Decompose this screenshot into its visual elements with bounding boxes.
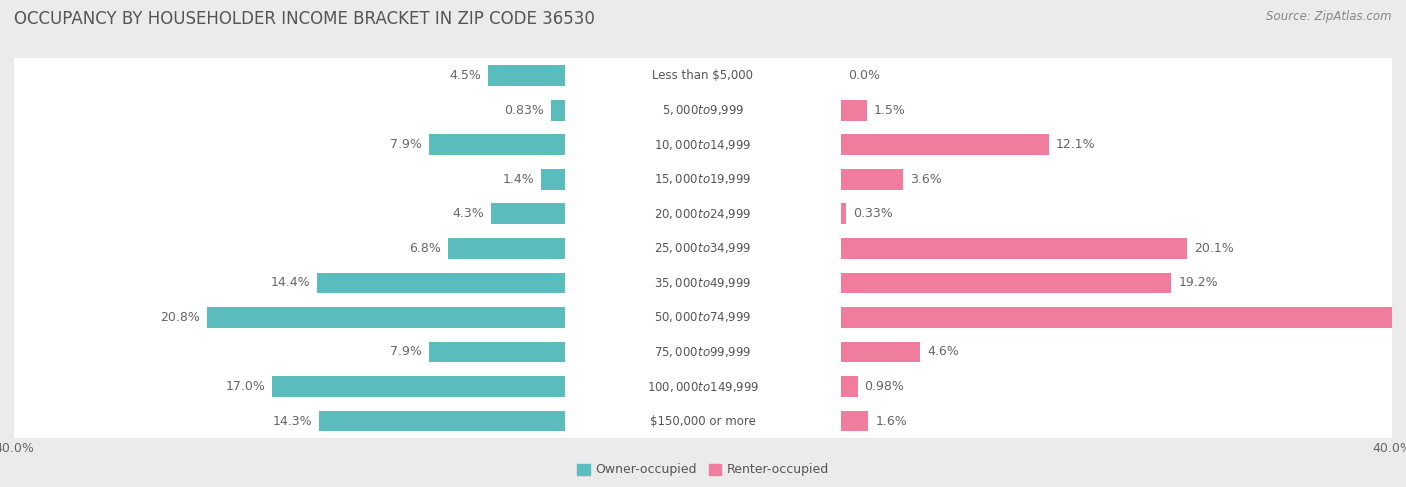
Text: 7.9%: 7.9%: [391, 138, 422, 151]
Bar: [841, 134, 1049, 155]
Bar: [841, 204, 846, 224]
Bar: [319, 411, 565, 431]
Text: 6.8%: 6.8%: [409, 242, 441, 255]
Text: $5,000 to $9,999: $5,000 to $9,999: [662, 103, 744, 117]
Bar: [429, 134, 565, 155]
Text: Less than $5,000: Less than $5,000: [652, 69, 754, 82]
Text: $20,000 to $24,999: $20,000 to $24,999: [654, 207, 752, 221]
Text: 14.4%: 14.4%: [271, 277, 311, 289]
Bar: [429, 341, 565, 362]
FancyBboxPatch shape: [0, 128, 1406, 162]
FancyBboxPatch shape: [0, 265, 1406, 300]
Text: 1.4%: 1.4%: [502, 173, 534, 186]
Text: 4.6%: 4.6%: [927, 345, 959, 358]
FancyBboxPatch shape: [0, 197, 1406, 231]
Text: 7.9%: 7.9%: [391, 345, 422, 358]
Bar: [491, 204, 565, 224]
Text: 17.0%: 17.0%: [225, 380, 266, 393]
Text: 0.0%: 0.0%: [848, 69, 880, 82]
FancyBboxPatch shape: [0, 300, 1406, 335]
Text: 1.6%: 1.6%: [875, 414, 907, 428]
Text: $10,000 to $14,999: $10,000 to $14,999: [654, 138, 752, 152]
Bar: [449, 238, 565, 259]
Text: $50,000 to $74,999: $50,000 to $74,999: [654, 310, 752, 324]
Text: 1.5%: 1.5%: [873, 104, 905, 117]
FancyBboxPatch shape: [0, 231, 1406, 265]
Text: 0.33%: 0.33%: [853, 207, 893, 220]
Text: 12.1%: 12.1%: [1056, 138, 1095, 151]
Text: 3.6%: 3.6%: [910, 173, 942, 186]
Text: 20.1%: 20.1%: [1194, 242, 1233, 255]
FancyBboxPatch shape: [0, 404, 1406, 438]
Bar: [841, 411, 869, 431]
Bar: [273, 376, 565, 397]
Text: 4.3%: 4.3%: [453, 207, 484, 220]
Text: $100,000 to $149,999: $100,000 to $149,999: [647, 379, 759, 393]
Legend: Owner-occupied, Renter-occupied: Owner-occupied, Renter-occupied: [572, 458, 834, 482]
Bar: [841, 169, 903, 189]
Text: 4.5%: 4.5%: [449, 69, 481, 82]
Text: $75,000 to $99,999: $75,000 to $99,999: [654, 345, 752, 359]
Bar: [841, 100, 866, 121]
Bar: [488, 65, 565, 86]
FancyBboxPatch shape: [0, 335, 1406, 369]
Bar: [841, 307, 1406, 328]
Bar: [841, 273, 1171, 293]
FancyBboxPatch shape: [0, 93, 1406, 128]
Text: 0.83%: 0.83%: [505, 104, 544, 117]
FancyBboxPatch shape: [0, 58, 1406, 93]
Bar: [841, 238, 1187, 259]
Bar: [318, 273, 565, 293]
Bar: [541, 169, 565, 189]
Text: Source: ZipAtlas.com: Source: ZipAtlas.com: [1267, 10, 1392, 23]
Text: OCCUPANCY BY HOUSEHOLDER INCOME BRACKET IN ZIP CODE 36530: OCCUPANCY BY HOUSEHOLDER INCOME BRACKET …: [14, 10, 595, 28]
Bar: [841, 341, 920, 362]
Bar: [207, 307, 565, 328]
FancyBboxPatch shape: [0, 162, 1406, 197]
Text: 14.3%: 14.3%: [273, 414, 312, 428]
Text: $150,000 or more: $150,000 or more: [650, 414, 756, 428]
Bar: [841, 376, 858, 397]
FancyBboxPatch shape: [0, 369, 1406, 404]
Text: $35,000 to $49,999: $35,000 to $49,999: [654, 276, 752, 290]
Text: 0.98%: 0.98%: [865, 380, 904, 393]
Text: $15,000 to $19,999: $15,000 to $19,999: [654, 172, 752, 187]
Text: 19.2%: 19.2%: [1178, 277, 1218, 289]
Text: $25,000 to $34,999: $25,000 to $34,999: [654, 242, 752, 255]
Bar: [551, 100, 565, 121]
Text: 20.8%: 20.8%: [160, 311, 200, 324]
